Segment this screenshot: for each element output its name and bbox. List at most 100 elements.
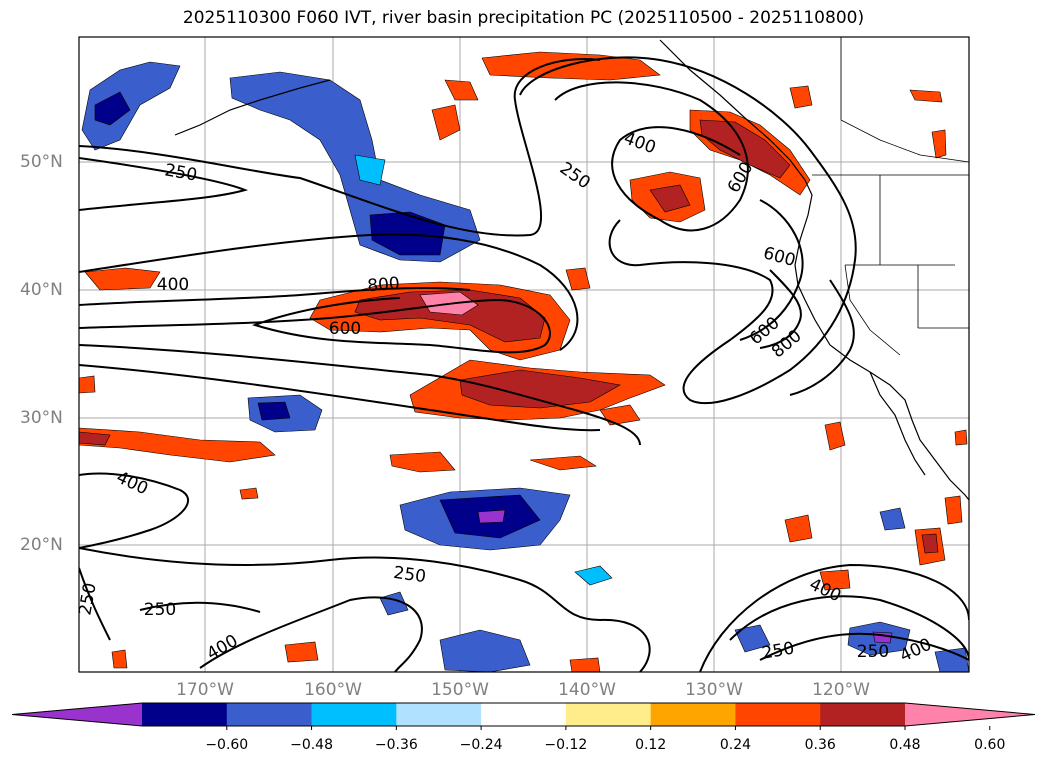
contour-250-north-inner: [79, 157, 249, 211]
pos-main-ar-core: [354, 289, 546, 343]
contour-800-coast: [759, 269, 802, 349]
contour-label-800-a: 800: [367, 274, 401, 297]
neg-blob-mid-west-core: [257, 401, 291, 421]
political-borders: [812, 37, 969, 356]
contour-400-nw-loop: [554, 81, 749, 232]
pos-small-n1: [431, 104, 461, 141]
contour-250-se-loop: [759, 632, 969, 661]
lat-label-20n: 20°N: [20, 535, 63, 555]
neg-blob-cyan-edge: [354, 154, 386, 186]
colorbar-bin: [820, 703, 906, 726]
contour-400-ar-bottom: [79, 286, 471, 306]
pos-mid-38n-small: [565, 267, 591, 291]
colorbar-bin: [735, 703, 821, 726]
contour-600-coast: [739, 199, 804, 341]
colorbar-extend-low: [12, 703, 142, 726]
pos-east-4: [824, 421, 846, 451]
neg-blob-south: [439, 629, 531, 672]
lat-label-50n: 50°N: [20, 152, 63, 172]
pos-east-2-core: [921, 533, 939, 554]
pos-small-n2: [444, 79, 479, 101]
colorbar-tick-label: 0.48: [889, 737, 921, 753]
neg-blob-subtropical-purple: [477, 509, 506, 524]
colorbar-extend-high: [905, 703, 1035, 726]
pos-west-28n: [79, 427, 276, 463]
positive-pc-regions: [79, 51, 968, 672]
pos-south-1: [819, 569, 851, 591]
pos-west-40n: [84, 267, 161, 291]
contour-250-south-small: [139, 601, 261, 613]
pos-ne-corner-1: [789, 85, 813, 109]
baja-coast: [869, 371, 926, 476]
lon-label-170w: 170°W: [176, 680, 234, 700]
pos-gulf-of-alaska-core: [649, 184, 691, 213]
colorbar-bin: [311, 703, 397, 726]
colorbar-tick-label: −0.48: [290, 737, 333, 753]
pos-west-28n-core: [79, 431, 111, 446]
pos-east-30n-small: [954, 429, 968, 446]
colorbar-bin: [142, 703, 228, 726]
pos-ne-corner-2: [909, 89, 943, 103]
contour-250-lower: [79, 364, 601, 432]
lon-label-150w: 150°W: [431, 680, 489, 700]
contour-400-sw: [79, 472, 190, 549]
colorbar-bin: [650, 703, 736, 726]
contour-600-lower-coast: [789, 279, 855, 396]
neg-blob-lower-left: [734, 624, 771, 653]
map-panel: 250 250 400 400 800 600 600 600 600 800 …: [75, 37, 969, 672]
contour-250-big-loop: [519, 56, 857, 405]
pos-east-1: [784, 514, 813, 543]
lon-label-140w: 140°W: [558, 680, 616, 700]
aleutian-islands: [174, 79, 331, 136]
contour-label-600-a: 600: [329, 319, 361, 339]
contour-250-south-wide: [79, 547, 651, 672]
contour-400-south: [199, 596, 423, 672]
contour-250-sw: [79, 567, 111, 641]
colorbar-tick-label: −0.12: [544, 737, 588, 753]
colorbar-tick-label: 0.60: [974, 737, 1006, 753]
colorbar-tick-label: −0.60: [205, 737, 249, 753]
negative-pc-regions: [81, 61, 969, 672]
pos-mid-26n: [389, 451, 456, 473]
north-america-coast: [659, 39, 969, 501]
neg-blob-south-center: [574, 565, 613, 586]
ivt-contours: [79, 56, 969, 672]
contour-400-se-loop: [729, 595, 969, 661]
contour-600-ar: [79, 297, 551, 354]
lon-label-130w: 130°W: [685, 680, 743, 700]
map-title: 2025110300 F060 IVT, river basin precipi…: [182, 8, 865, 28]
colorbar-bin: [396, 703, 482, 726]
pos-south-3: [111, 649, 128, 669]
pos-ne-corner-3: [931, 129, 947, 159]
neg-blob-southeast-2: [934, 647, 969, 672]
contour-250-ar-bottom: [79, 344, 641, 446]
pos-tail-ar-core: [459, 369, 621, 409]
pos-south-2: [284, 641, 319, 663]
contour-label-250-c: 250: [392, 563, 427, 587]
lon-label-120w: 120°W: [812, 680, 870, 700]
colorbar-tick-label: 0.24: [719, 737, 752, 753]
contour-250-se-outer: [699, 563, 969, 672]
colorbar-outline: [11, 702, 1036, 727]
colorbar-tick-label: −0.24: [459, 737, 503, 753]
contour-400-ar-top: [79, 233, 579, 351]
neg-blob-north-central-core: [369, 211, 446, 256]
contour-250-north: [79, 58, 601, 237]
colorbar-tick-label: 0.12: [635, 737, 667, 753]
neg-blob-nw: [81, 61, 181, 151]
contour-label-250-e: 250: [75, 581, 100, 616]
lon-label-160w: 160°W: [304, 680, 362, 700]
pos-south-4: [569, 657, 601, 672]
neg-blob-east-small: [879, 507, 906, 531]
neg-blob-nw-core: [94, 91, 131, 126]
colorbar-tick-label: −0.36: [374, 737, 418, 753]
lat-label-40n: 40°N: [20, 280, 63, 300]
colorbar-bin: [565, 703, 652, 726]
coastlines: [174, 39, 969, 501]
map-frame: [78, 36, 970, 673]
contour-label-400-b: 400: [157, 275, 189, 295]
contour-label-250-d: 250: [144, 600, 176, 620]
colorbar-bin: [481, 703, 567, 726]
pos-mid-26n-2: [529, 455, 597, 471]
